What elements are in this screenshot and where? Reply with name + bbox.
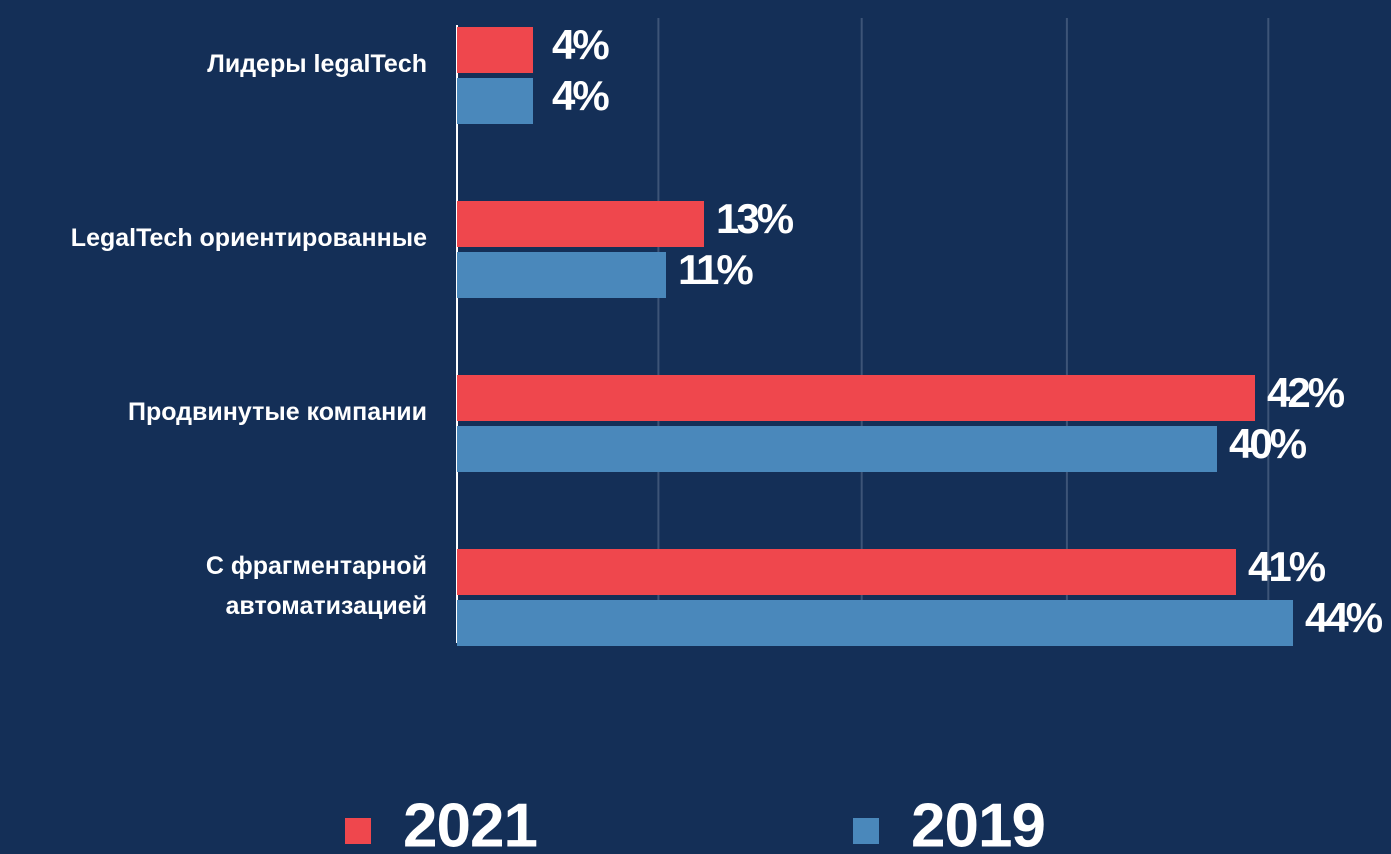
bar	[457, 375, 1255, 421]
value-label: 4%	[552, 72, 609, 119]
legend-label: 2021	[403, 791, 537, 854]
category-label: Лидеры legalTech	[207, 49, 427, 78]
legend-swatch	[853, 818, 879, 844]
category-label: С фрагментарной автоматизацией	[205, 551, 427, 620]
value-label: 42%	[1267, 369, 1345, 416]
value-label: 13%	[716, 195, 794, 242]
bar	[457, 600, 1293, 646]
bar	[457, 27, 533, 73]
bar	[457, 426, 1217, 472]
bar	[457, 549, 1236, 595]
legend-swatch	[345, 818, 371, 844]
legend-label: 2019	[911, 791, 1045, 854]
bar	[457, 252, 666, 298]
value-label: 4%	[552, 21, 609, 68]
category-label: Продвинутые компании	[128, 397, 427, 426]
bar	[457, 201, 704, 247]
value-label: 41%	[1248, 543, 1326, 590]
bar	[457, 78, 533, 124]
value-label: 44%	[1305, 594, 1383, 641]
category-label: LegalTech ориентированные	[70, 223, 427, 252]
value-label: 11%	[678, 246, 753, 293]
value-label: 40%	[1229, 420, 1307, 467]
